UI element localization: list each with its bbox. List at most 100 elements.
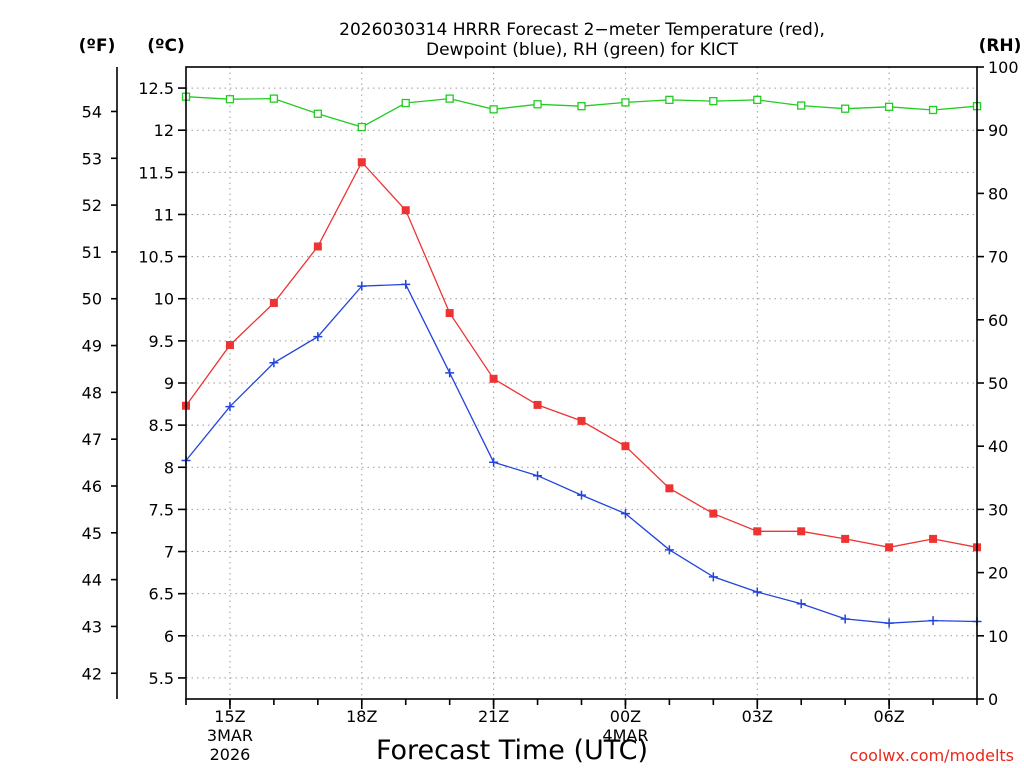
- temperature-point: [797, 527, 806, 536]
- fahrenheit-tick-label: 52: [82, 196, 102, 215]
- x-tick-label: 18Z: [346, 707, 377, 726]
- celsius-tick-label: 9: [164, 374, 174, 393]
- fahrenheit-tick-label: 47: [82, 430, 102, 449]
- temperature-point: [269, 298, 278, 307]
- rh-tick-label: 0: [988, 690, 998, 709]
- rh-tick-label: 40: [988, 437, 1008, 456]
- celsius-tick-label: 9.5: [149, 332, 174, 351]
- rh-point: [489, 105, 498, 114]
- dewpoint-point: [620, 509, 630, 519]
- credit-link[interactable]: coolwx.com/modelts: [850, 746, 1014, 765]
- rh-tick-label: 60: [988, 311, 1008, 330]
- celsius-tick-label: 10.5: [138, 248, 174, 267]
- chart-series: [181, 92, 982, 628]
- fahrenheit-tick-label: 48: [82, 383, 102, 402]
- dewpoint-point: [445, 368, 455, 378]
- chart-grid: [186, 67, 977, 699]
- temperature-point: [621, 442, 630, 451]
- x-tick-label: 03Z: [742, 707, 773, 726]
- rh-tick-label: 80: [988, 184, 1008, 203]
- celsius-tick-label: 7: [164, 543, 174, 562]
- rh-point: [797, 101, 806, 110]
- x-tick-date-label: 3MAR: [207, 726, 253, 745]
- rh-point: [269, 94, 279, 103]
- celsius-tick-label: 8: [164, 458, 174, 477]
- rh-point: [928, 105, 938, 115]
- dewpoint-point: [401, 279, 411, 289]
- celsius-tick-label: 6.5: [149, 585, 174, 604]
- celsius-tick-label: 7.5: [149, 500, 174, 519]
- dewpoint-line: [185, 283, 978, 624]
- rh-point: [884, 102, 894, 111]
- x-tick-label: 00Z: [610, 707, 641, 726]
- dewpoint-point: [489, 457, 499, 467]
- fahrenheit-unit-label: (ºF): [79, 36, 116, 56]
- temperature-point: [841, 534, 850, 543]
- celsius-tick-label: 12.5: [138, 79, 174, 98]
- celsius-tick-label: 8.5: [149, 416, 174, 435]
- x-tick-date-label: 4MAR: [602, 726, 648, 745]
- rh-tick-label: 50: [988, 374, 1008, 393]
- rh-point: [753, 95, 762, 105]
- temperature-point: [357, 158, 366, 167]
- fahrenheit-tick-label: 45: [82, 524, 102, 543]
- fahrenheit-tick-label: 50: [82, 290, 102, 309]
- rh-point: [709, 96, 718, 106]
- fahrenheit-tick-label: 44: [82, 571, 102, 590]
- x-tick-year-label: 2026: [210, 745, 251, 764]
- fahrenheit-tick-label: 46: [82, 477, 102, 496]
- temperature-point: [665, 484, 674, 493]
- dewpoint-point: [708, 572, 718, 582]
- dewpoint-point: [533, 471, 543, 481]
- rh-point: [445, 94, 454, 103]
- fahrenheit-tick-label: 49: [82, 337, 102, 356]
- fahrenheit-tick-label: 42: [82, 664, 102, 683]
- temperature-point: [709, 509, 718, 518]
- rh-point: [621, 98, 630, 107]
- rh-tick-label: 20: [988, 564, 1008, 583]
- fahrenheit-tick-label: 53: [82, 149, 102, 168]
- temperature-point: [577, 416, 586, 425]
- rh-point: [357, 122, 366, 132]
- temperature-point: [929, 534, 938, 543]
- dewpoint-point: [884, 618, 894, 628]
- dewpoint-point: [664, 545, 674, 555]
- tick-labels: 5.5 6 6.5 7 7.5 8 8.5 9 9.5 10 10.5 11 11.5 12 12.5 42 4…: [82, 58, 1019, 764]
- rh-tick-label: 10: [988, 627, 1008, 646]
- celsius-unit-label: (ºC): [147, 36, 185, 56]
- dewpoint-point: [577, 490, 586, 500]
- dewpoint-point: [357, 281, 367, 291]
- rh-line: [185, 96, 978, 128]
- dewpoint-point: [796, 599, 806, 609]
- temperature-line: [185, 161, 978, 548]
- temperature-point: [885, 543, 894, 552]
- rh-point: [401, 98, 410, 108]
- dewpoint-point: [313, 332, 323, 342]
- dewpoint-point: [225, 402, 235, 412]
- dewpoint-point: [928, 616, 938, 626]
- rh-point: [533, 100, 542, 109]
- celsius-tick-label: 12: [154, 121, 174, 140]
- celsius-tick-label: 11.5: [138, 163, 174, 182]
- chart-title-line-1: 2026030314 HRRR Forecast 2−meter Tempera…: [339, 20, 825, 40]
- rh-unit-label: (RH): [979, 36, 1022, 56]
- rh-point: [577, 102, 586, 111]
- dewpoint-point: [269, 358, 279, 368]
- celsius-tick-label: 5.5: [149, 669, 174, 688]
- temperature-point: [489, 374, 498, 383]
- temperature-point: [225, 341, 234, 350]
- chart-title-line-2: Dewpoint (blue), RH (green) for KICT: [426, 40, 739, 60]
- dewpoint-point: [752, 587, 762, 597]
- rh-point: [313, 109, 322, 118]
- rh-tick-label: 70: [988, 248, 1008, 267]
- x-tick-label: 21Z: [478, 707, 509, 726]
- fahrenheit-tick-label: 54: [82, 102, 102, 121]
- fahrenheit-tick-label: 43: [82, 617, 102, 636]
- dewpoint-point: [840, 614, 850, 624]
- rh-point: [665, 95, 674, 105]
- rh-tick-label: 30: [988, 500, 1008, 519]
- x-tick-label: 15Z: [214, 707, 245, 726]
- celsius-tick-label: 6: [164, 627, 174, 646]
- temperature-point: [401, 206, 410, 215]
